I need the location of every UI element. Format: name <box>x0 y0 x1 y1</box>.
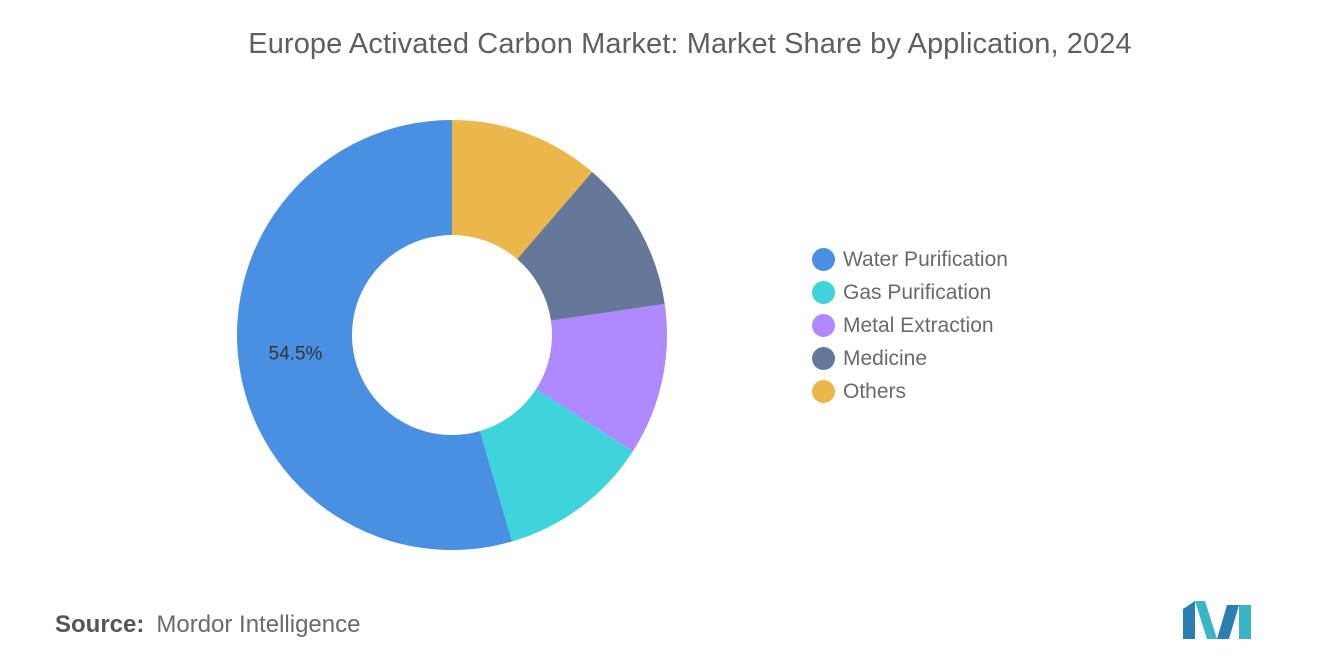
legend-swatch <box>812 248 835 271</box>
slice-others <box>452 120 593 260</box>
legend-label: Water Purification <box>843 247 1008 271</box>
legend-item-others: Others <box>812 375 1008 408</box>
source-label: Source: <box>55 611 145 638</box>
legend-label: Medicine <box>843 346 928 370</box>
legend-swatch <box>812 281 835 304</box>
legend-label: Metal Extraction <box>843 313 994 337</box>
source-note: Source: Mordor Intelligence <box>55 611 360 639</box>
slice-metal-extraction <box>536 304 667 452</box>
legend-item-water-purification: Water Purification <box>812 243 1008 276</box>
slice-medicine <box>517 171 665 321</box>
source-text: Mordor Intelligence <box>156 611 361 638</box>
legend-item-metal-extraction: Metal Extraction <box>812 309 1008 342</box>
chart-title: Europe Activated Carbon Market: Market S… <box>248 28 1132 60</box>
legend-swatch <box>812 314 835 337</box>
legend-swatch <box>812 347 835 370</box>
mordor-intelligence-logo-icon <box>1183 601 1251 639</box>
legend-item-gas-purification: Gas Purification <box>812 276 1008 309</box>
legend-swatch <box>812 380 835 403</box>
slice-water-purification <box>236 120 512 551</box>
chart-legend: Water Purification Gas Purification Metal … <box>812 243 1008 408</box>
data-label-water-purification: 54.5% <box>269 344 323 365</box>
legend-label: Gas Purification <box>843 280 992 304</box>
legend-item-medicine: Medicine <box>812 342 1008 375</box>
legend-label: Others <box>843 379 907 403</box>
donut-chart: 54.5% <box>236 120 667 551</box>
slice-gas-purification <box>479 389 633 542</box>
